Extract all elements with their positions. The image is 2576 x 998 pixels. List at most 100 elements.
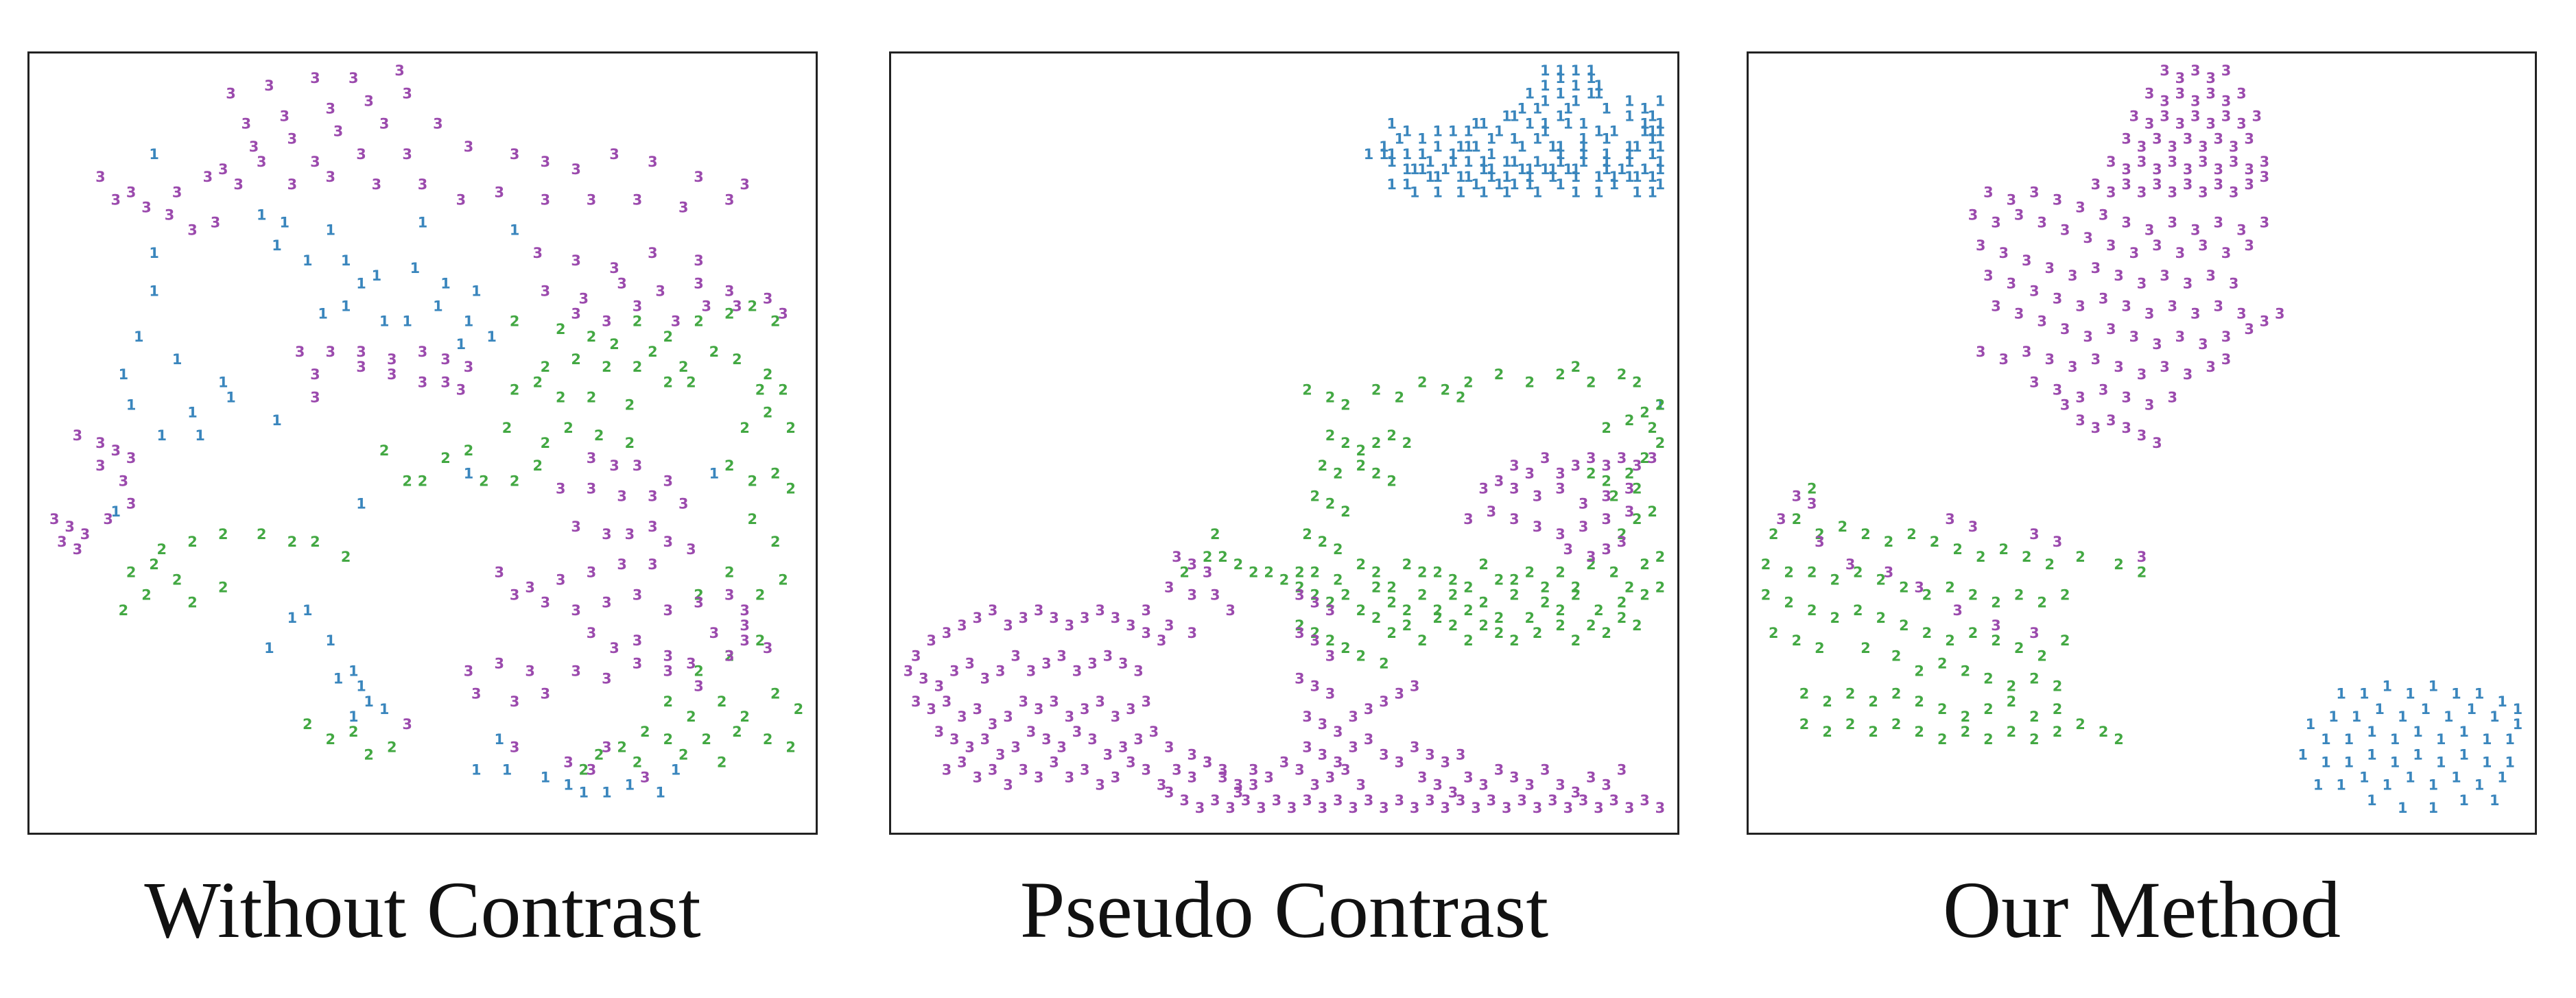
point-class-1: 1 [2429,800,2439,816]
point-class-1: 1 [1647,169,1657,185]
point-class-1: 1 [264,640,274,656]
point-class-3: 3 [2206,85,2216,102]
point-class-1: 1 [2336,686,2346,702]
point-class-3: 3 [1555,465,1565,482]
point-class-1: 1 [1456,184,1466,200]
point-class-3: 3 [141,200,152,216]
point-class-3: 3 [1417,770,1428,786]
point-class-1: 1 [2420,701,2431,717]
point-class-2: 2 [1318,534,1328,550]
point-class-2: 2 [1961,724,1971,740]
point-class-2: 2 [1325,496,1336,512]
point-class-2: 2 [755,381,766,398]
point-class-3: 3 [2167,139,2177,155]
point-class-3: 3 [1425,746,1435,763]
point-class-3: 3 [1333,754,1343,770]
point-class-3: 3 [464,359,474,375]
point-class-1: 1 [1632,169,1642,185]
point-class-3: 3 [694,169,704,185]
point-class-3: 3 [1126,754,1136,770]
point-class-3: 3 [2214,298,2224,315]
point-class-2: 2 [1302,381,1312,398]
point-class-1: 1 [1417,131,1428,147]
point-class-3: 3 [1478,480,1489,497]
point-class-3: 3 [740,602,750,619]
point-class-3: 3 [919,670,929,687]
point-class-3: 3 [2198,139,2208,155]
point-class-1: 1 [1364,146,1374,163]
point-class-1: 1 [110,503,121,520]
point-class-2: 2 [648,344,658,360]
point-class-3: 3 [663,602,674,619]
point-class-1: 1 [1502,169,1512,185]
point-class-2: 2 [686,709,696,725]
point-class-2: 2 [1922,587,1933,604]
point-class-2: 2 [1594,602,1604,619]
point-class-1: 1 [2336,777,2346,794]
point-class-3: 3 [942,693,952,710]
point-class-2: 2 [1571,580,1581,596]
point-class-3: 3 [1103,647,1113,664]
point-class-1: 1 [1624,146,1635,163]
point-class-2: 2 [724,647,735,664]
point-class-3: 3 [418,344,428,360]
point-class-3: 3 [980,731,991,748]
point-class-2: 2 [1624,412,1635,429]
point-class-3: 3 [1164,580,1174,596]
point-class-1: 1 [1533,154,1543,170]
point-class-1: 1 [418,215,428,231]
point-class-3: 3 [1187,746,1198,763]
point-class-3: 3 [1617,450,1627,466]
point-class-1: 1 [1647,146,1657,163]
point-class-3: 3 [2106,154,2116,170]
point-class-3: 3 [2206,70,2216,86]
point-class-3: 3 [1041,655,1052,672]
point-class-3: 3 [2198,154,2208,170]
point-class-3: 3 [1233,777,1244,794]
point-class-2: 2 [2053,701,2063,717]
point-class-1: 1 [1555,146,1565,163]
point-class-1: 1 [655,785,665,801]
point-class-3: 3 [1340,761,1351,778]
point-class-3: 3 [110,191,121,208]
point-class-3: 3 [1991,617,2001,634]
point-class-2: 2 [1555,602,1565,619]
point-class-2: 2 [1555,564,1565,580]
point-class-2: 2 [2029,731,2040,748]
point-class-1: 1 [348,663,359,679]
point-class-3: 3 [1845,556,1856,573]
point-class-2: 2 [1203,549,1213,565]
point-class-2: 2 [2029,709,2040,725]
point-class-1: 1 [1432,169,1443,185]
point-class-3: 3 [911,693,921,710]
point-class-3: 3 [571,161,581,178]
point-class-3: 3 [625,526,635,543]
point-class-3: 3 [356,146,366,163]
caption-our-method: Our Method [1942,865,2341,955]
point-class-2: 2 [257,526,267,543]
point-class-1: 1 [2390,754,2400,770]
point-class-2: 2 [763,366,773,383]
point-class-3: 3 [1302,739,1312,755]
point-class-3: 3 [2091,420,2101,436]
point-class-3: 3 [2068,268,2078,284]
point-class-3: 3 [2167,215,2177,231]
point-class-2: 2 [1340,503,1351,520]
point-class-3: 3 [1157,777,1167,794]
point-class-1: 1 [1502,154,1512,170]
point-class-3: 3 [1601,777,1611,794]
point-class-3: 3 [1555,526,1565,543]
point-class-3: 3 [926,701,936,717]
point-class-1: 1 [1533,100,1543,117]
point-class-3: 3 [1325,602,1336,619]
point-class-3: 3 [1310,595,1320,611]
point-class-1: 1 [486,329,497,345]
point-class-3: 3 [694,678,704,695]
point-class-3: 3 [295,344,305,360]
point-class-2: 2 [502,420,512,436]
point-class-1: 1 [402,313,412,330]
point-class-2: 2 [1830,610,1840,626]
point-class-3: 3 [587,625,597,641]
